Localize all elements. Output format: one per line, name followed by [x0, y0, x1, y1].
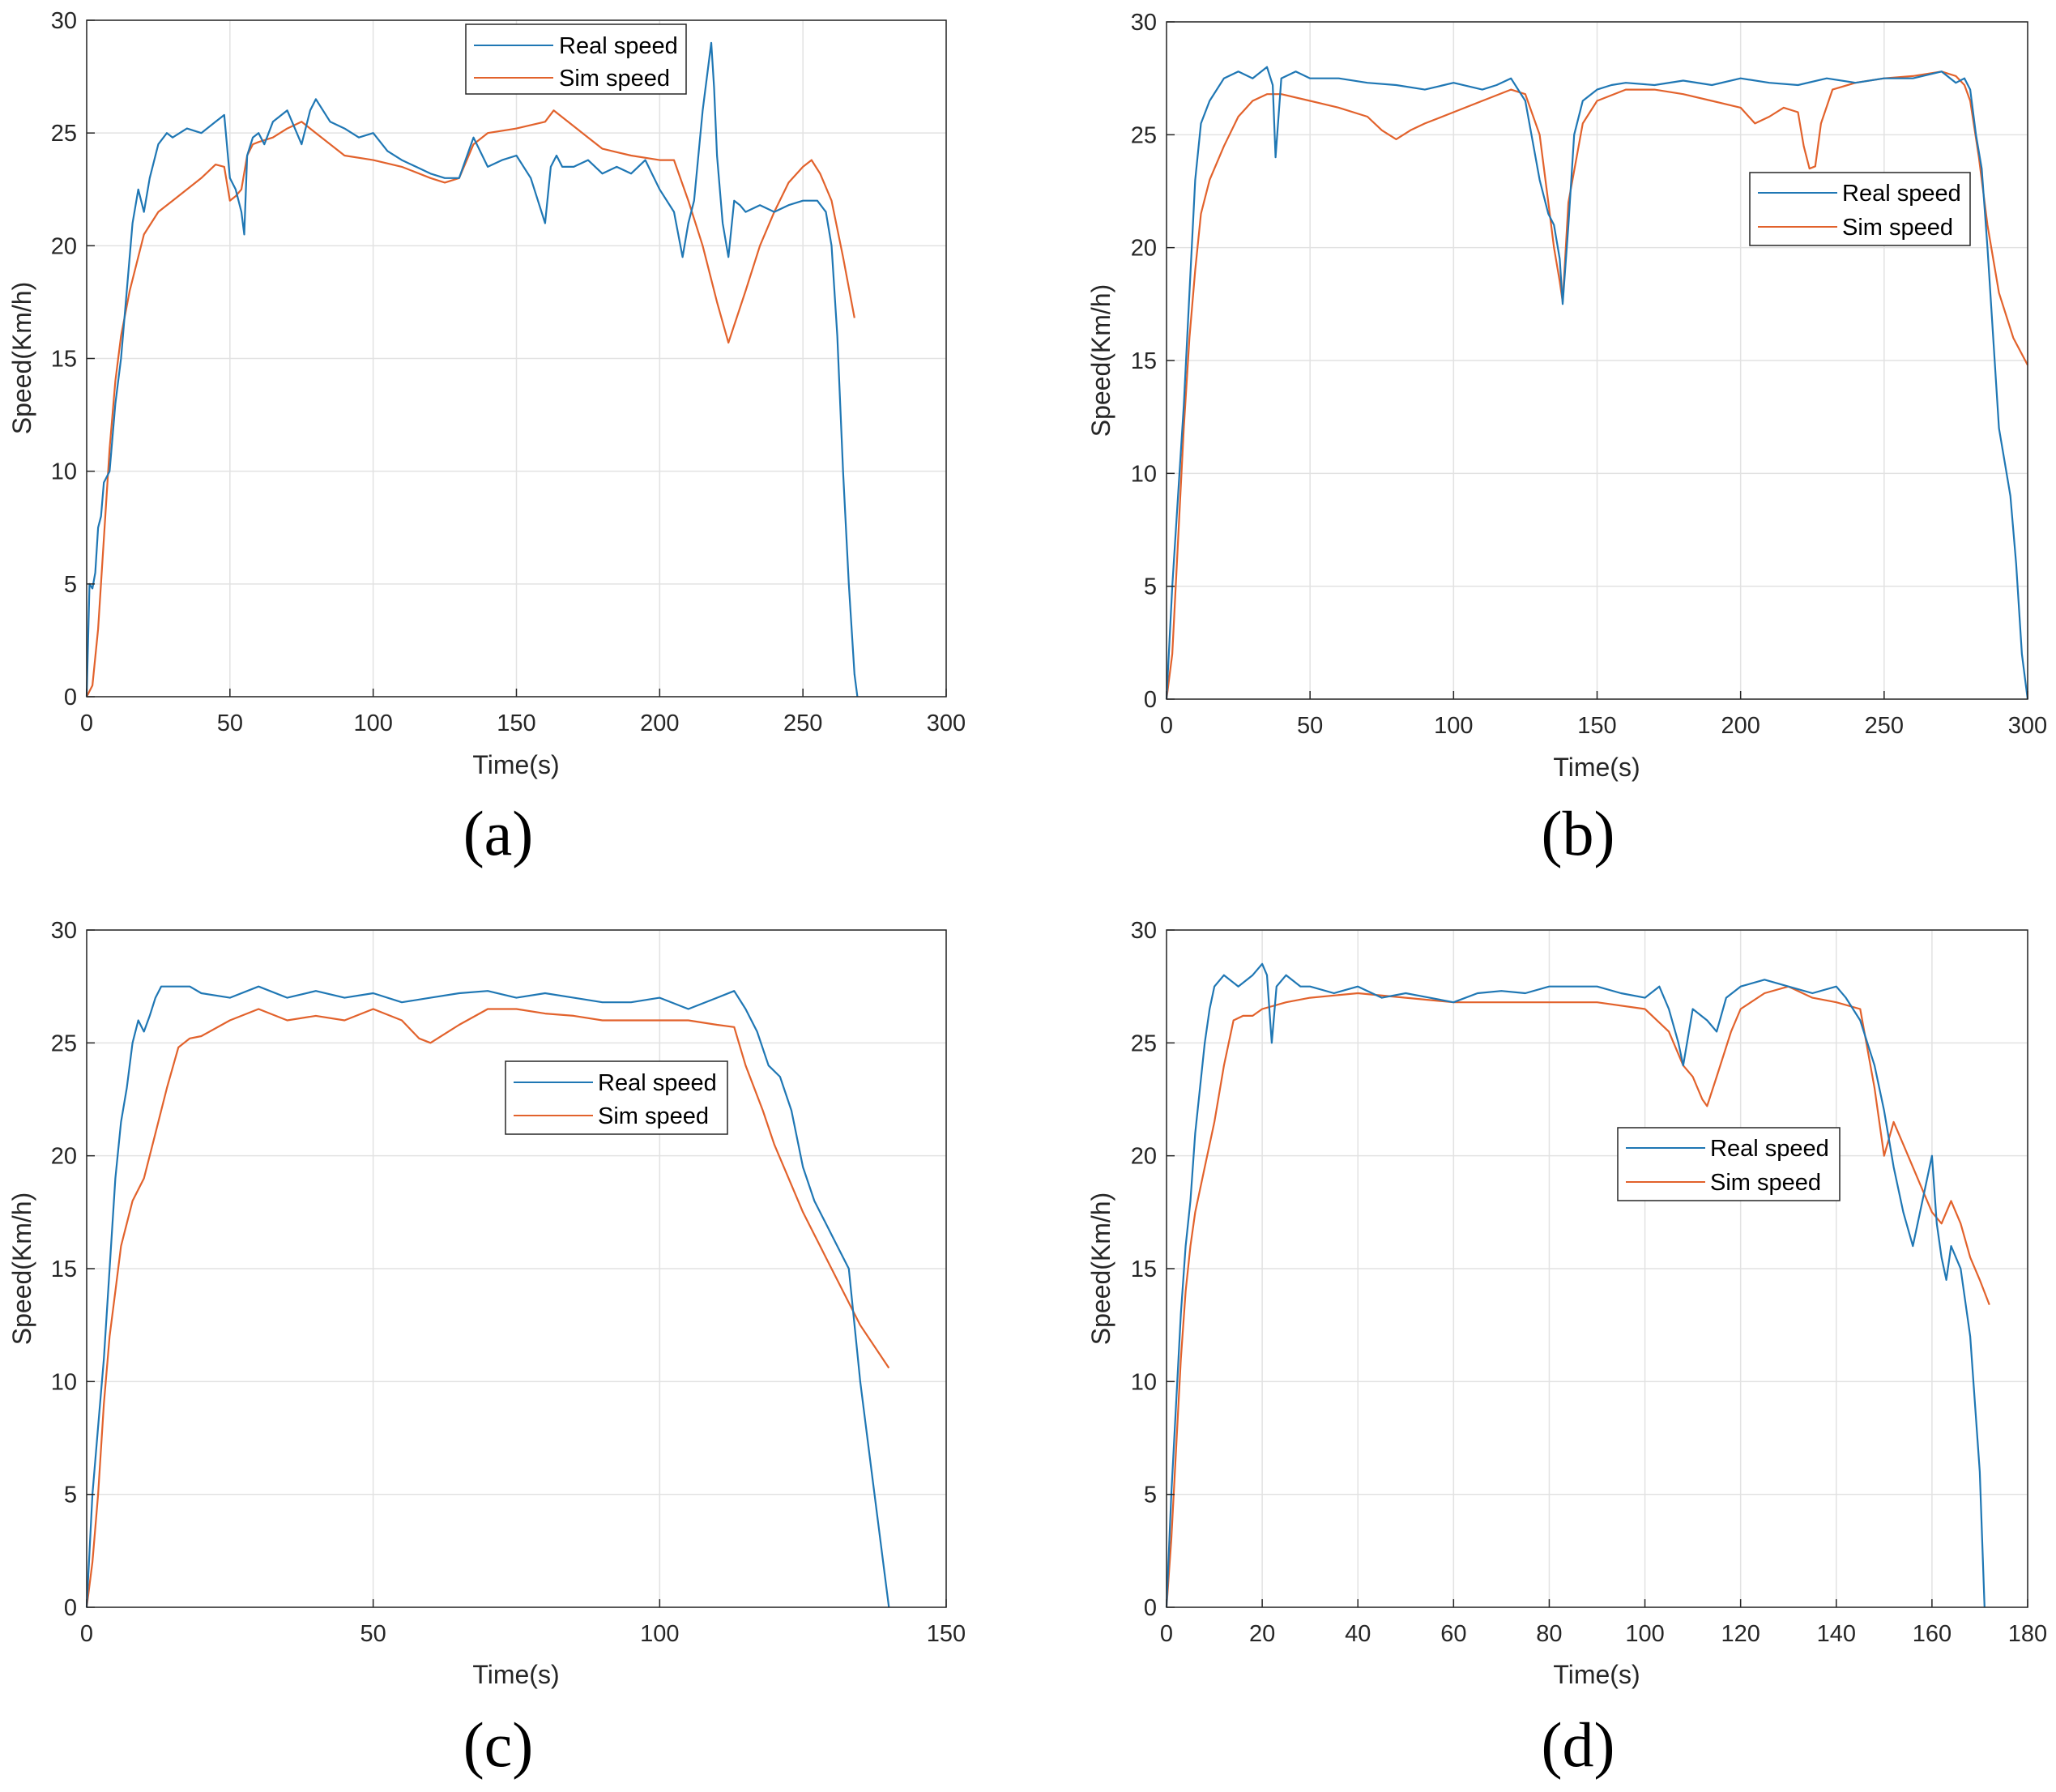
x-axis-label: Time(s): [1553, 1660, 1640, 1689]
real-speed-line: [1165, 962, 1986, 1608]
legend-box: [1749, 172, 1971, 246]
x-tick-label: 200: [640, 710, 679, 736]
x-axis-label: Time(s): [472, 1660, 559, 1689]
x-tick-label: 150: [497, 710, 535, 736]
legend: Real speed Sim speed: [465, 23, 687, 95]
legend: Real speed Sim speed: [505, 1060, 728, 1135]
y-tick-label: 25: [1131, 122, 1157, 148]
real-speed-line: [85, 41, 859, 698]
sim-speed-line: [1165, 70, 2028, 700]
x-tick-label: 200: [1721, 713, 1760, 739]
y-tick-label: 0: [64, 1595, 77, 1621]
y-tick-label: 15: [51, 1257, 77, 1282]
y-axis-label: Speed(Km/h): [7, 282, 36, 435]
sim-speed-line: [85, 1008, 890, 1608]
x-tick-label: 300: [2008, 713, 2047, 739]
y-tick-label: 15: [1131, 1257, 1157, 1282]
y-tick-label: 0: [1144, 1595, 1157, 1621]
y-tick-label: 30: [1131, 918, 1157, 944]
x-tick-label: 160: [1913, 1621, 1951, 1647]
y-tick-label: 10: [51, 459, 77, 485]
x-tick-label: 300: [927, 710, 966, 736]
x-tick-label: 50: [217, 710, 243, 736]
panel-caption: (d): [1542, 1709, 1615, 1780]
x-tick-label: 250: [1865, 713, 1904, 739]
panel-caption: (a): [463, 798, 534, 868]
y-tick-label: 25: [1131, 1030, 1157, 1056]
x-tick-label: 50: [1297, 713, 1323, 739]
legend-real-speed-label: Real speed: [559, 33, 678, 59]
y-tick-label: 15: [1131, 348, 1157, 374]
y-axis-label: Speed(Km/h): [7, 1193, 36, 1346]
legend-sim-speed-label: Sim speed: [598, 1103, 709, 1129]
legend-box: [505, 1060, 728, 1135]
sim-speed-line: [86, 109, 855, 698]
panel-caption: (c): [463, 1709, 534, 1780]
x-tick-label: 120: [1721, 1621, 1760, 1647]
y-tick-label: 10: [1131, 461, 1157, 487]
x-tick-label: 0: [80, 1621, 93, 1647]
legend-sim-speed-label: Sim speed: [1710, 1170, 1821, 1196]
y-tick-label: 20: [51, 233, 77, 259]
y-tick-label: 0: [1144, 687, 1157, 713]
legend: Real speed Sim speed: [1749, 172, 1971, 246]
x-tick-label: 60: [1440, 1621, 1466, 1647]
legend-real-speed-label: Real speed: [1710, 1136, 1829, 1162]
y-tick-label: 30: [51, 918, 77, 944]
legend: Real speed Sim speed: [1617, 1127, 1841, 1201]
x-tick-label: 100: [1434, 713, 1473, 739]
x-tick-label: 40: [1345, 1621, 1371, 1647]
x-tick-label: 140: [1817, 1621, 1856, 1647]
chart-panel-a: 0 50 100 150 200 250 300 0 5 10 15 20 25 30 Time(s) S…: [7, 8, 966, 868]
x-tick-label: 100: [1625, 1621, 1664, 1647]
x-tick-label: 100: [640, 1621, 679, 1647]
real-speed-line: [1165, 66, 2029, 700]
y-tick-label: 5: [1144, 574, 1157, 600]
legend-box: [465, 23, 687, 95]
y-tick-label: 10: [1131, 1369, 1157, 1395]
y-tick-label: 30: [51, 8, 77, 34]
y-tick-label: 5: [64, 1483, 77, 1508]
y-tick-label: 5: [1144, 1483, 1157, 1508]
y-tick-label: 20: [1131, 236, 1157, 262]
y-tick-label: 20: [1131, 1144, 1157, 1170]
y-axis-label: Speed(Km/h): [1086, 1193, 1115, 1346]
legend-real-speed-label: Real speed: [598, 1070, 717, 1096]
y-tick-label: 30: [1131, 10, 1157, 36]
legend-real-speed-label: Real speed: [1842, 181, 1961, 207]
x-tick-label: 180: [2008, 1621, 2047, 1647]
y-tick-label: 25: [51, 121, 77, 147]
x-tick-label: 100: [353, 710, 392, 736]
chart-panel-d: 0 20 40 60 80 100 120 140 160 180 0 5 10 15 20 25 30 Tim…: [1086, 918, 2047, 1780]
chart-panel-b: 0 50 100 150 200 250 300 0 5 10 15 20 25 30 Time(s) S…: [1086, 10, 2047, 868]
legend-sim-speed-label: Sim speed: [1842, 215, 1953, 241]
y-tick-label: 5: [64, 572, 77, 598]
y-tick-label: 15: [51, 347, 77, 373]
x-tick-label: 80: [1536, 1621, 1562, 1647]
legend-box: [1617, 1127, 1841, 1201]
y-tick-label: 10: [51, 1369, 77, 1395]
legend-sim-speed-label: Sim speed: [559, 66, 670, 92]
x-tick-label: 0: [1160, 713, 1173, 739]
x-tick-label: 50: [360, 1621, 386, 1647]
y-tick-label: 0: [64, 685, 77, 710]
x-tick-label: 250: [783, 710, 822, 736]
panel-caption: (b): [1542, 798, 1615, 868]
real-speed-line: [85, 985, 890, 1608]
x-tick-label: 0: [80, 710, 93, 736]
x-tick-label: 150: [927, 1621, 966, 1647]
y-tick-label: 20: [51, 1144, 77, 1170]
x-tick-label: 20: [1249, 1621, 1275, 1647]
chart-panel-c: 0 50 100 150 0 5 10 15 20 25 30 Time(s) Speed(Km/h…: [7, 918, 966, 1780]
x-axis-label: Time(s): [472, 750, 559, 779]
x-tick-label: 0: [1160, 1621, 1173, 1647]
x-tick-label: 150: [1577, 713, 1616, 739]
x-axis-label: Time(s): [1553, 753, 1640, 782]
y-axis-label: Speed(Km/h): [1086, 284, 1115, 437]
y-tick-label: 25: [51, 1030, 77, 1056]
